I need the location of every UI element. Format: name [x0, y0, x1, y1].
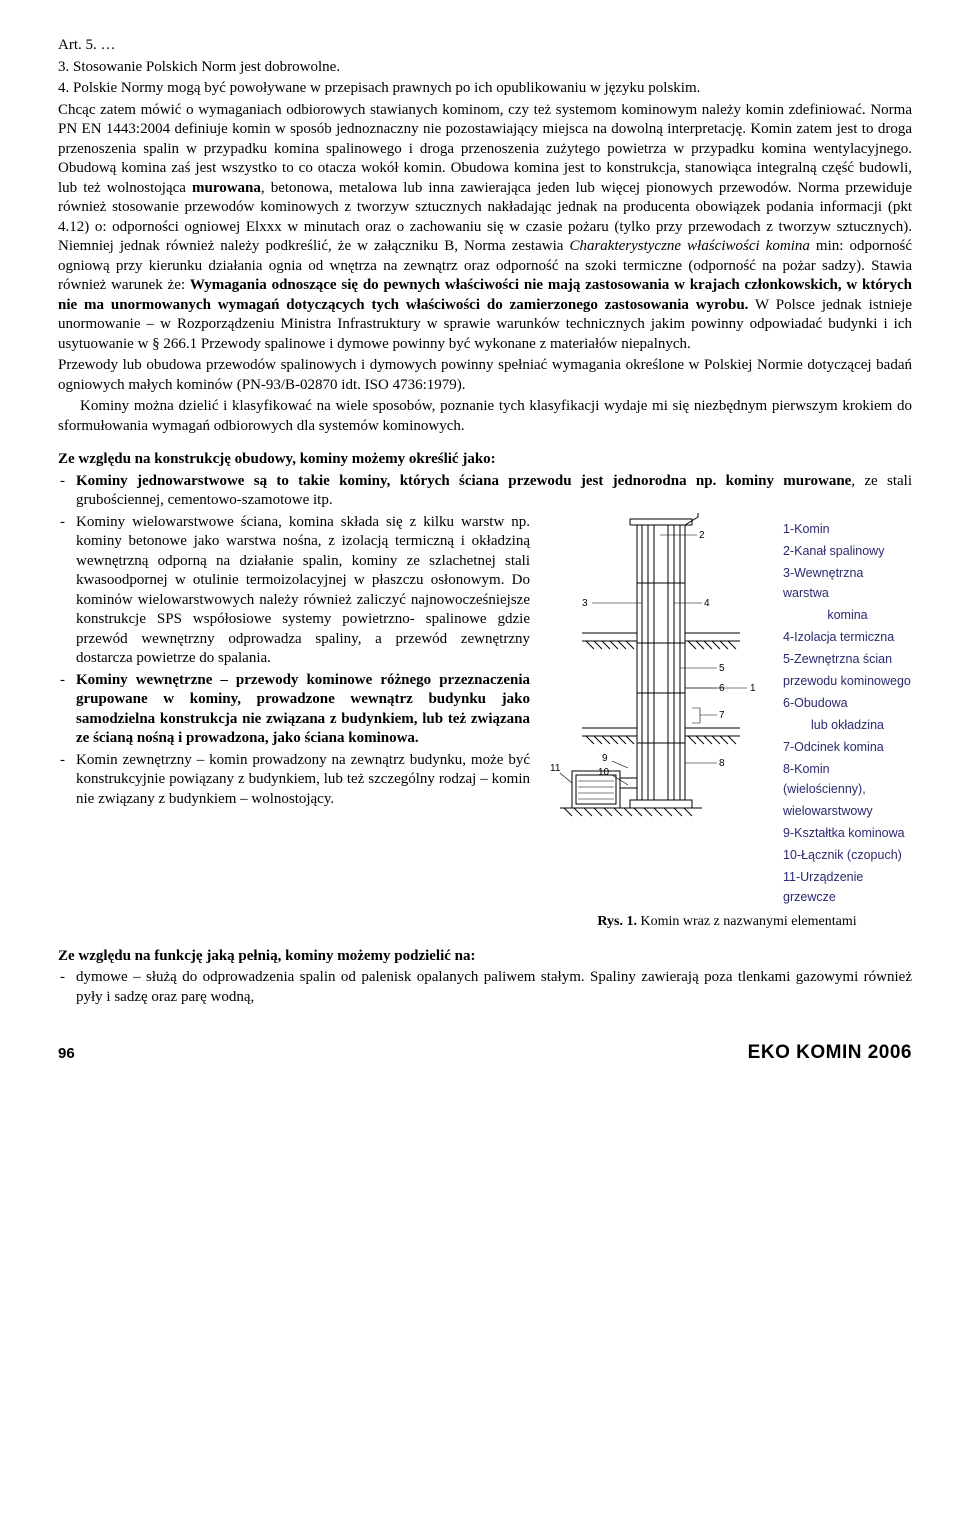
article-line-3: 3. Stosowanie Polskich Norm jest dobrowo… — [58, 58, 912, 78]
legend-item: 3-Wewnętrzna warstwa — [783, 563, 912, 603]
two-column-section: Kominy wielowarstwowe ściana, komina skł… — [58, 513, 912, 933]
legend-item: 11-Urządzenie grzewcze — [783, 867, 912, 907]
main-p-italic: Charakterystyczne właściwości komina — [569, 238, 809, 254]
legend-item: 9-Kształtka kominowa — [783, 823, 912, 843]
legend-item: 2-Kanał spalinowy — [783, 541, 912, 561]
anno-4: 4 — [704, 598, 710, 609]
legend-item: 10-Łącznik (czopuch) — [783, 845, 912, 865]
figure-legend: 1-Komin 2-Kanał spalinowy 3-Wewnętrzna w… — [783, 513, 912, 909]
article-heading: Art. 5. … — [58, 36, 912, 56]
list-item: Kominy wielowarstwowe ściana, komina skł… — [58, 513, 530, 669]
legend-item: przewodu kominowego — [783, 671, 912, 691]
chimney-diagram: 2 3 4 5 6 1 7 — [542, 513, 777, 843]
list-item: Kominy wewnętrzne – przewody kominowe ró… — [58, 671, 530, 749]
page-number: 96 — [58, 1044, 75, 1064]
anno-10: 10 — [598, 767, 610, 778]
legend-item: 1-Komin — [783, 519, 912, 539]
list-item: Kominy jednowarstwowe są to takie kominy… — [58, 472, 912, 511]
construction-list-left: Kominy wielowarstwowe ściana, komina skł… — [58, 513, 530, 810]
list-item: Komin zewnętrzny – komin prowadzony na z… — [58, 751, 530, 810]
anno-5: 5 — [719, 663, 725, 674]
anno-3: 3 — [582, 598, 588, 609]
construction-list-top: Kominy jednowarstwowe są to takie kominy… — [58, 472, 912, 511]
left-column: Kominy wielowarstwowe ściana, komina skł… — [58, 513, 530, 812]
legend-item: 4-Izolacja termiczna — [783, 627, 912, 647]
page-footer: 96 EKO KOMIN 2006 — [58, 1041, 912, 1066]
figure-caption: Rys. 1. Komin wraz z nazwanymi elementam… — [542, 913, 912, 931]
legend-item: komina — [783, 605, 912, 625]
legend-item: 5-Zewnętrzna ścian — [783, 649, 912, 669]
construction-heading: Ze względu na konstrukcję obudowy, komin… — [58, 450, 912, 470]
anno-11: 11 — [550, 763, 561, 774]
construction-b1-bold: Kominy jednowarstwowe są to takie kominy… — [76, 473, 851, 489]
legend-item: 8-Komin (wielościenny), — [783, 759, 912, 799]
function-heading: Ze względu na funkcję jaką pełnią, komin… — [58, 947, 912, 967]
anno-2: 2 — [699, 530, 705, 541]
anno-9: 9 — [602, 753, 608, 764]
paragraph-classification: Kominy można dzielić i klasyfikować na w… — [58, 397, 912, 436]
main-p-bold-1: murowana — [192, 180, 261, 196]
anno-7: 7 — [719, 710, 725, 721]
paragraph-norms: Przewody lub obudowa przewodów spalinowy… — [58, 356, 912, 395]
anno-8: 8 — [719, 758, 725, 769]
footer-brand: EKO KOMIN 2006 — [748, 1041, 912, 1066]
legend-item: 6-Obudowa — [783, 693, 912, 713]
article-line-4: 4. Polskie Normy mogą być powoływane w p… — [58, 79, 912, 99]
main-paragraph: Chcąc zatem mówić o wymaganiach odbiorow… — [58, 101, 912, 355]
construction-b3-bold: Kominy wewnętrzne – przewody kominowe ró… — [76, 672, 530, 747]
anno-1: 1 — [750, 683, 756, 694]
anno-6: 6 — [719, 683, 725, 694]
function-list: dymowe – służą do odprowadzenia spalin o… — [58, 968, 912, 1007]
legend-item: wielowarstwowy — [783, 801, 912, 821]
caption-rest: Komin wraz z nazwanymi elementami — [637, 914, 857, 929]
legend-item: 7-Odcinek komina — [783, 737, 912, 757]
figure-1: 2 3 4 5 6 1 7 — [542, 513, 912, 909]
list-item: dymowe – służą do odprowadzenia spalin o… — [58, 968, 912, 1007]
legend-item: lub okładzina — [783, 715, 912, 735]
right-column: 2 3 4 5 6 1 7 — [542, 513, 912, 933]
caption-bold: Rys. 1. — [597, 914, 637, 929]
